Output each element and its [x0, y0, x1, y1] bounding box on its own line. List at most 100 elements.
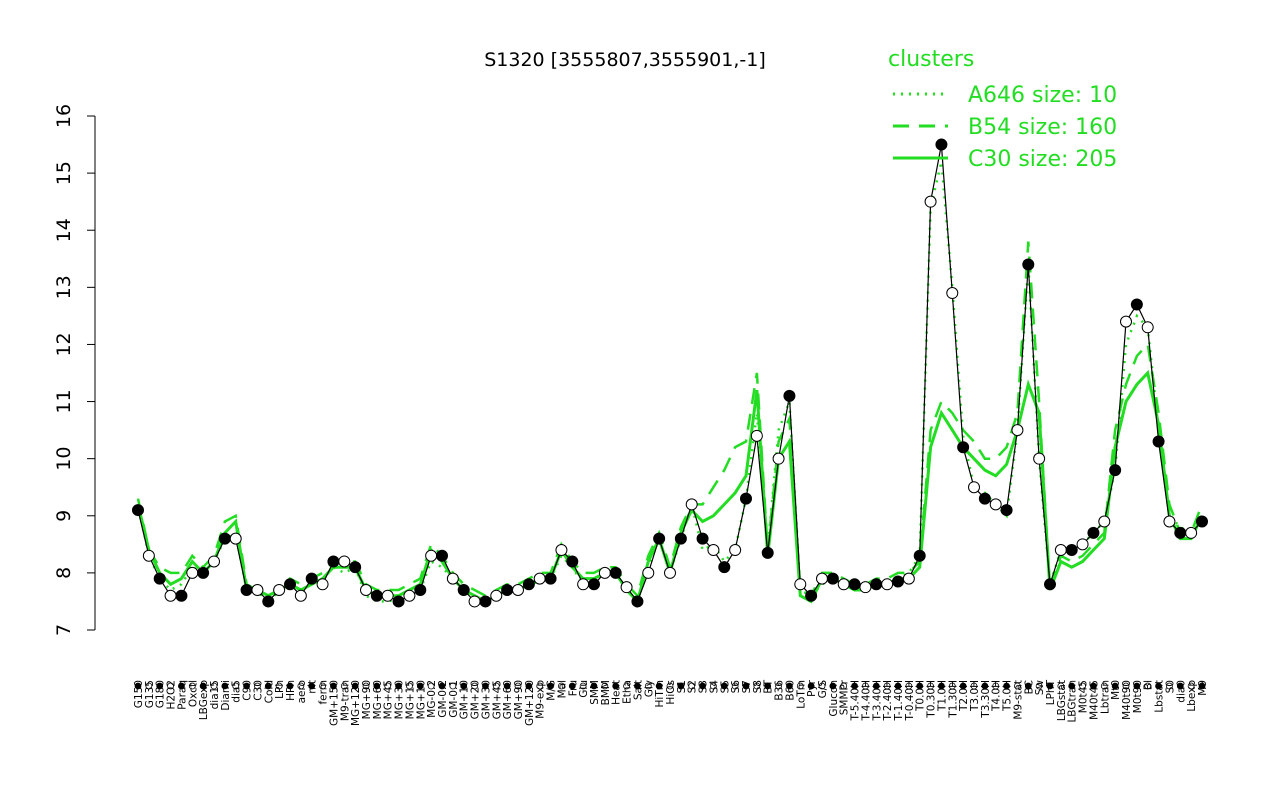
data-point: [609, 566, 622, 579]
x-marker: [938, 682, 945, 690]
x-marker: [710, 682, 717, 690]
x-marker: [134, 682, 142, 690]
x-marker: [970, 682, 978, 690]
data-point: [392, 595, 405, 608]
x-tick-label: LoTm: [795, 680, 807, 709]
x-marker: [449, 682, 457, 690]
data-point: [805, 589, 818, 602]
data-point: [218, 532, 231, 545]
data-point: [1130, 298, 1143, 311]
x-marker: [677, 682, 685, 690]
data-point: [175, 589, 188, 602]
x-tick-label: M40t45: [1088, 680, 1100, 720]
data-points: [132, 138, 1208, 608]
y-tick-label: 10: [53, 447, 75, 471]
x-tick-label: T-0.40H: [904, 680, 916, 722]
x-tick-label: GM+120: [524, 680, 536, 726]
x-marker: [243, 682, 250, 690]
data-point: [674, 532, 687, 545]
x-tick-label: SMM: [589, 680, 601, 705]
x-marker: [1122, 682, 1130, 690]
legend-label: B54 size: 160: [968, 115, 1117, 140]
x-tick-label: MG+30: [394, 680, 406, 719]
x-marker: [264, 682, 272, 690]
data-point: [837, 578, 850, 591]
x-marker: [927, 682, 934, 690]
x-marker: [623, 682, 630, 690]
x-tick-label: GM+10: [459, 680, 471, 719]
x-marker: [167, 682, 174, 690]
data-point: [501, 584, 514, 597]
data-point: [262, 595, 275, 608]
x-marker: [807, 682, 815, 690]
x-tick-label: T0.30H: [926, 680, 938, 719]
y-tick-label: 7: [53, 624, 75, 636]
x-marker: [482, 682, 489, 690]
x-marker: [1187, 682, 1195, 690]
data-point: [544, 572, 557, 585]
x-tick-label: T-2.40H: [882, 680, 894, 722]
data-point: [132, 504, 144, 517]
data-point: [1109, 464, 1122, 477]
data-point: [273, 584, 286, 597]
x-tick-label: LBGtran: [1067, 680, 1079, 723]
x-tick-label: C30: [252, 680, 264, 701]
data-point: [664, 566, 676, 579]
x-marker: [1111, 682, 1119, 690]
x-marker: [579, 682, 587, 690]
series-lines: [136, 161, 1204, 605]
x-marker: [1144, 682, 1152, 690]
data-point: [902, 572, 915, 585]
x-marker: [1046, 682, 1054, 690]
x-marker: [1133, 682, 1141, 690]
data-point: [1174, 526, 1187, 539]
x-tick-label: T1.0H: [936, 680, 948, 712]
x-tick-label: T-4.40H: [860, 680, 872, 722]
data-point: [414, 584, 427, 597]
data-point: [729, 544, 742, 557]
data-point: [186, 566, 199, 579]
x-marker: [188, 682, 196, 690]
data-point: [446, 572, 459, 585]
x-marker: [666, 682, 674, 690]
data-point: [642, 566, 655, 579]
x-marker: [796, 682, 804, 690]
x-marker: [373, 682, 381, 690]
data-point: [229, 532, 242, 545]
x-tick-label: H2O2: [166, 680, 178, 710]
x-tick-label: dia5: [231, 680, 243, 703]
x-tick-label: ferm: [318, 680, 330, 705]
x-marker: [471, 682, 478, 690]
x-marker: [883, 682, 891, 690]
data-point: [794, 578, 807, 591]
axes: 7 8 9 10 11 12 13 14 15 16: [53, 104, 96, 636]
data-point: [1065, 544, 1078, 557]
y-tick-label: 13: [53, 275, 75, 299]
x-tick-label: LPh: [274, 680, 286, 699]
x-marker: [1003, 682, 1010, 690]
data-point: [989, 498, 1002, 511]
data-point: [1022, 258, 1035, 271]
x-tick-label: BMM: [600, 680, 612, 705]
x-tick-label: SMMPr: [839, 679, 851, 715]
x-tick-label: M/G: [546, 680, 558, 701]
data-point: [870, 578, 883, 591]
x-tick-label: nit: [307, 680, 319, 694]
x-marker: [688, 682, 696, 690]
x-marker: [1068, 682, 1076, 690]
x-marker: [536, 682, 544, 690]
x-tick-label: T1.30H: [947, 680, 959, 719]
legend-title: clusters: [888, 47, 974, 72]
legend-label: C30 size: 205: [968, 147, 1117, 172]
x-tick-label: Salt: [632, 680, 644, 700]
data-point: [490, 589, 503, 602]
x-marker: [948, 682, 956, 690]
x-marker: [775, 682, 782, 690]
x-marker: [1024, 682, 1032, 690]
x-tick-label: GM+60: [502, 680, 514, 719]
x-tick-label: G180: [155, 680, 167, 708]
x-tick-label: M9-stat: [1012, 680, 1024, 720]
legend: clusters A646 size: 10 B54 size: 160 C30 si…: [888, 47, 1117, 172]
x-tick-labels: G150G135G180H2O2ParaqOxctlLBGexpdia15Dia…: [133, 679, 1209, 726]
